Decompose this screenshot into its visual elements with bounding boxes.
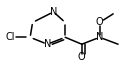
Text: N: N (44, 39, 51, 49)
Text: N: N (96, 32, 103, 42)
Text: O: O (78, 52, 86, 62)
Text: O: O (96, 17, 103, 27)
Text: Cl: Cl (6, 32, 15, 42)
Text: N: N (50, 7, 57, 17)
